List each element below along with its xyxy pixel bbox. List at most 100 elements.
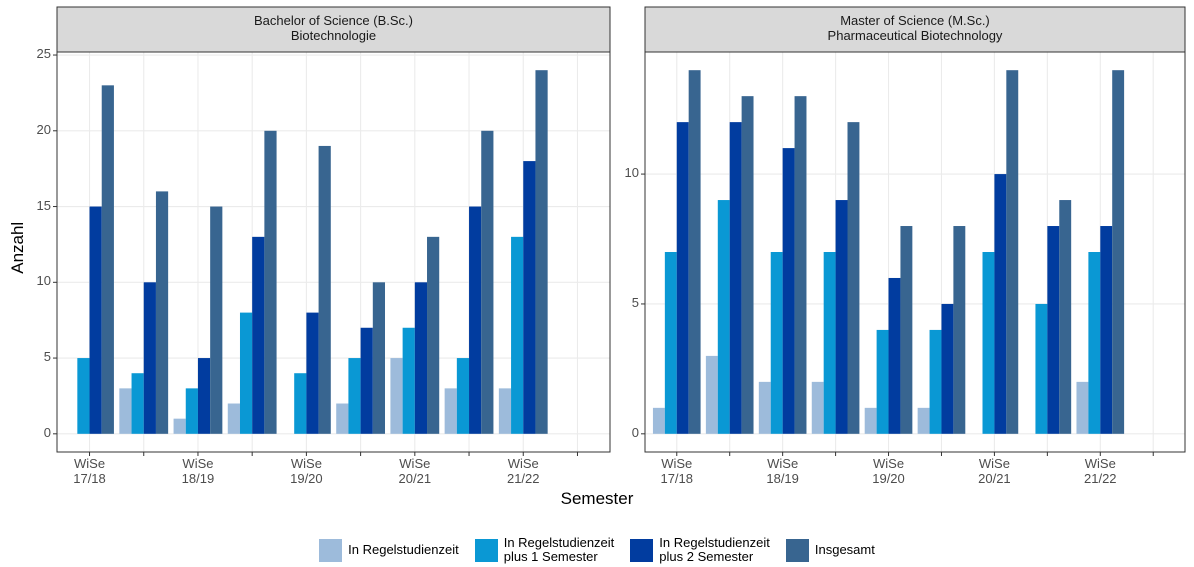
bar [511, 236, 524, 434]
bar [402, 327, 415, 434]
bar [348, 358, 361, 434]
bar [360, 327, 373, 434]
bar [900, 226, 913, 434]
bar [197, 358, 211, 434]
bar [481, 130, 494, 434]
bar [652, 407, 665, 434]
x-axis-title: Semester [560, 489, 634, 508]
bar [535, 70, 548, 434]
y-tick-label: 0 [43, 424, 51, 440]
bar [770, 252, 783, 434]
bar [77, 358, 90, 434]
bar [729, 122, 742, 434]
y-tick-label: 10 [624, 165, 639, 181]
x-tick-label: WiSe 19/20 [290, 456, 323, 486]
x-tick-label: WiSe 21/22 [1084, 456, 1117, 486]
x-tick-label: WiSe 17/18 [73, 456, 106, 486]
bar [372, 282, 386, 434]
y-tick-label: 20 [36, 121, 51, 137]
legend-label: In Regelstudienzeit plus 1 Semester [503, 535, 615, 565]
bar [264, 130, 277, 434]
x-tick-label: WiSe 18/19 [766, 456, 799, 486]
bar [758, 381, 771, 434]
bar [782, 148, 795, 434]
bar [664, 252, 677, 434]
legend-key [785, 538, 809, 562]
bar [131, 373, 144, 434]
bar [498, 388, 512, 434]
bar [143, 282, 156, 434]
x-tick-label: WiSe 20/21 [978, 456, 1011, 486]
legend-item: In Regelstudienzeit plus 2 Semester [630, 535, 770, 565]
x-tick-label: WiSe 17/18 [660, 456, 694, 486]
x-tick-label: WiSe 18/19 [181, 456, 215, 486]
bar [155, 191, 169, 434]
bar [185, 388, 198, 434]
bar [717, 200, 730, 434]
y-tick-label: 25 [36, 46, 51, 62]
bar [1088, 252, 1101, 434]
bar [811, 381, 824, 434]
bar [444, 388, 457, 434]
bar [1100, 226, 1113, 434]
bar [676, 122, 689, 434]
legend-key [319, 538, 343, 562]
bar [294, 373, 307, 434]
y-tick-label: 15 [36, 197, 51, 213]
bar [1059, 200, 1072, 434]
y-tick-label: 5 [631, 294, 639, 310]
bar [864, 407, 877, 434]
bar [456, 358, 470, 434]
bar [390, 358, 403, 434]
x-tick-label: WiSe 19/20 [872, 456, 905, 486]
bar [994, 174, 1007, 434]
bar [227, 403, 240, 434]
legend-label: In Regelstudienzeit [348, 542, 459, 558]
bar [101, 85, 114, 434]
x-tick-label: WiSe 20/21 [398, 456, 432, 486]
legend-item: In Regelstudienzeit plus 1 Semester [474, 535, 615, 565]
bar [523, 161, 536, 434]
bar [705, 355, 718, 434]
bar [794, 96, 807, 434]
bar [835, 200, 848, 434]
y-tick-label: 0 [631, 424, 639, 440]
bar [119, 388, 132, 434]
bar [917, 407, 930, 434]
legend-label: In Regelstudienzeit plus 2 Semester [659, 535, 770, 565]
bar [953, 226, 966, 434]
bar [741, 96, 754, 434]
bar [929, 329, 942, 434]
legend: In Regelstudienzeit In Regelstudienzeit p… [0, 535, 1194, 565]
x-tick-label: WiSe 21/22 [506, 456, 540, 486]
legend-key [474, 538, 498, 562]
bar [1047, 226, 1060, 434]
bar [414, 282, 428, 434]
legend-item: Insgesamt [785, 536, 875, 565]
bar [1035, 303, 1048, 434]
bar [941, 303, 954, 434]
bar [982, 252, 995, 434]
bar [876, 329, 889, 434]
y-tick-label: 10 [36, 273, 51, 289]
bar [336, 403, 349, 434]
strip-title: Master of Science (M.Sc.) Pharmaceutical… [827, 13, 1003, 43]
legend-item: In Regelstudienzeit [319, 536, 459, 565]
bar [823, 252, 836, 434]
bar [427, 236, 440, 434]
bar [888, 277, 901, 434]
legend-label: Insgesamt [814, 542, 875, 558]
strip [56, 6, 611, 53]
bar [688, 70, 701, 434]
bar [89, 206, 102, 434]
bar [1006, 70, 1019, 434]
bar [469, 206, 482, 434]
bar [1112, 70, 1125, 434]
panel-border [56, 51, 611, 453]
strip-title: Bachelor of Science (B.Sc.) Biotechnolog… [254, 13, 413, 43]
bar [847, 122, 860, 434]
bar [1076, 381, 1089, 434]
panel-border [644, 51, 1186, 453]
